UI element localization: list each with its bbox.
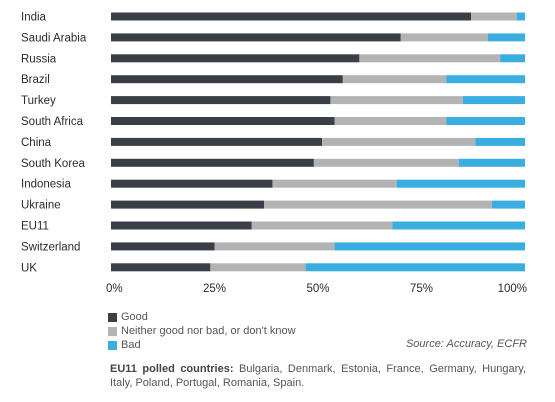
bar-switzerland-series-1 bbox=[214, 242, 335, 251]
legend-swatch-good bbox=[108, 312, 117, 322]
x-tick-label-0: 0% bbox=[106, 283, 123, 295]
bar-ukraine-series-1 bbox=[264, 200, 492, 209]
bar-south-africa-series-1 bbox=[334, 117, 447, 125]
bar-china-series-1 bbox=[322, 137, 476, 146]
category-label-south-korea: South Korea bbox=[21, 158, 86, 170]
legend-item-good: Good bbox=[108, 310, 296, 324]
legend-swatch-neither bbox=[108, 326, 117, 336]
bar-russia-series-2 bbox=[500, 54, 525, 63]
bar-ukraine-series-0 bbox=[111, 200, 265, 209]
bar-russia-series-1 bbox=[359, 54, 501, 63]
category-label-saudi-arabia: Saudi Arabia bbox=[21, 32, 87, 44]
bar-saudi-arabia-series-0 bbox=[111, 33, 401, 42]
bar-india-series-1 bbox=[471, 12, 517, 21]
category-label-indonesia: Indonesia bbox=[21, 179, 71, 191]
bar-saudi-arabia-series-2 bbox=[487, 33, 525, 42]
source-note: Source: Accuracy, ECFR bbox=[405, 338, 527, 350]
bar-turkey-series-0 bbox=[111, 96, 331, 105]
bar-uk-series-2 bbox=[305, 263, 525, 272]
legend-label-bad: Bad bbox=[121, 339, 141, 351]
category-label-switzerland: Switzerland bbox=[21, 241, 80, 253]
category-label-brazil: Brazil bbox=[21, 74, 50, 86]
category-label-ukraine: Ukraine bbox=[21, 200, 61, 212]
category-label-india: India bbox=[21, 12, 47, 24]
bar-switzerland-series-2 bbox=[334, 242, 525, 251]
category-label-eu11: EU11 bbox=[21, 221, 49, 233]
category-label-south-africa: South Africa bbox=[21, 116, 84, 128]
bar-india-series-2 bbox=[516, 12, 525, 21]
bar-switzerland-series-0 bbox=[111, 242, 215, 251]
bar-russia-series-0 bbox=[111, 54, 360, 63]
bar-indonesia-series-1 bbox=[272, 179, 397, 188]
legend-label-good: Good bbox=[121, 311, 148, 323]
footnote-text: Bulgaria, Denmark, Estonia, France, Germ… bbox=[110, 363, 526, 389]
category-label-turkey: Turkey bbox=[21, 95, 56, 107]
bar-brazil-series-2 bbox=[446, 75, 525, 84]
bar-china-series-2 bbox=[475, 137, 525, 146]
bar-turkey-series-2 bbox=[462, 96, 525, 105]
bar-china-series-0 bbox=[111, 137, 323, 146]
bar-indonesia-series-2 bbox=[396, 179, 525, 188]
bar-brazil-series-1 bbox=[342, 75, 447, 84]
bar-south-africa-series-2 bbox=[446, 117, 525, 125]
bar-uk-series-1 bbox=[210, 263, 306, 272]
legend-item-neither: Neither good nor bad, or don't know bbox=[108, 324, 296, 338]
bar-india-series-0 bbox=[111, 12, 472, 21]
bar-saudi-arabia-series-1 bbox=[400, 33, 488, 42]
category-label-russia: Russia bbox=[21, 53, 57, 65]
bar-eu11-series-0 bbox=[111, 221, 252, 230]
footnote-label: EU11 polled countries: bbox=[110, 363, 234, 375]
bar-uk-series-0 bbox=[111, 263, 211, 272]
bar-brazil-series-0 bbox=[111, 75, 343, 84]
legend-swatch-bad bbox=[108, 340, 117, 350]
legend-item-bad: Bad bbox=[108, 338, 296, 352]
footnote: EU11 polled countries: Bulgaria, Denmark… bbox=[110, 362, 526, 390]
x-tick-label-2: 50% bbox=[306, 283, 329, 295]
x-tick-label-1: 25% bbox=[203, 283, 226, 295]
legend-label-neither: Neither good nor bad, or don't know bbox=[121, 325, 296, 337]
bar-south-korea-series-2 bbox=[458, 158, 525, 167]
bar-south-korea-series-1 bbox=[313, 158, 459, 167]
stacked-bar-chart: India Saudi Arabia Russia Brazil Turkey South… bbox=[21, 12, 527, 296]
x-tick-label-4: 100% bbox=[498, 283, 527, 295]
category-label-china: China bbox=[21, 137, 52, 149]
bar-south-korea-series-0 bbox=[111, 158, 314, 167]
bar-south-africa-series-0 bbox=[111, 117, 335, 125]
x-tick-label-3: 75% bbox=[410, 283, 433, 295]
bar-eu11-series-2 bbox=[392, 221, 525, 230]
bar-indonesia-series-0 bbox=[111, 179, 273, 188]
bar-eu11-series-1 bbox=[251, 221, 393, 230]
legend: Good Neither good nor bad, or don't know… bbox=[108, 310, 296, 352]
category-label-uk: UK bbox=[21, 262, 37, 274]
bar-turkey-series-1 bbox=[330, 96, 463, 105]
bar-ukraine-series-2 bbox=[491, 200, 525, 209]
